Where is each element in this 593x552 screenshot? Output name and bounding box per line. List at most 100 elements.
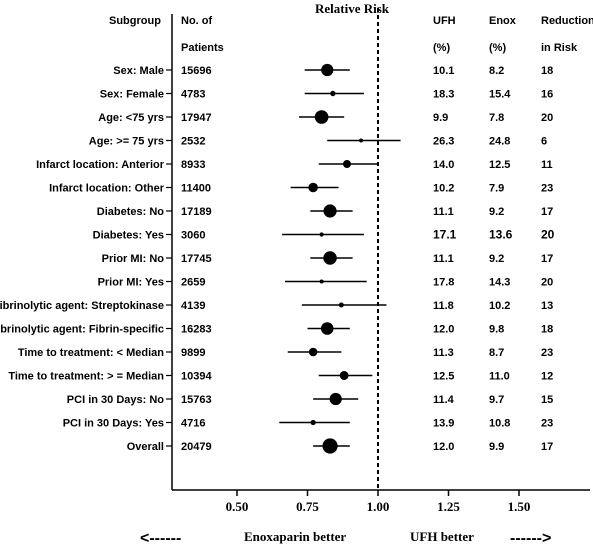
risk-reduction: 11 [541,159,553,171]
ufh-rate: 11.4 [433,394,455,406]
patients-count: 3060 [181,230,205,242]
patients-count: 4139 [181,300,205,312]
patients-count: 4716 [181,418,205,430]
header-subgroup: Subgroup [109,15,161,27]
enox-rate: 8.7 [489,347,504,359]
patients-count: 8933 [181,159,205,171]
enox-rate: 15.4 [489,89,511,101]
rr-point [342,160,351,168]
patients-count: 10394 [181,371,212,383]
subgroup-label: Infarct location: Other [49,183,165,195]
rr-point [314,110,329,124]
subgroup-label: Time to treatment: < Median [18,347,164,359]
rr-point [321,63,334,77]
subgroup-label: Diabetes: Yes [93,230,164,242]
subgroup-label: Age: <75 yrs [98,112,164,124]
ufh-rate: 9.9 [433,112,448,124]
enox-rate: 9.2 [489,253,504,265]
ufh-rate: 10.1 [433,65,454,77]
risk-reduction: 17 [541,441,553,453]
rr-point [320,322,334,335]
patients-count: 2659 [181,277,205,289]
enox-rate: 9.7 [489,394,504,406]
x-tick-label: 1.50 [508,499,531,514]
subgroup-label: Prior MI: Yes [98,277,164,289]
subgroup-label: Sex: Female [100,89,164,101]
forest-row: Time to treatment: < Median 9899 11.3 8.7 23 [18,347,553,359]
ufh-rate: 12.0 [433,441,454,453]
ufh-rate: 11.1 [433,253,454,265]
rr-point [323,204,337,218]
risk-reduction: 23 [541,347,553,359]
risk-reduction: 20 [541,112,553,124]
x-tick-label: 0.50 [226,499,249,514]
header-patients-line2: Patients [181,42,224,54]
enoxaparin-better-label: Enoxaparin better [244,529,346,544]
axis-ticks: 0.50 0.75 1.00 1.25 1.50 [226,490,531,514]
subgroup-label: Diabetes: No [97,206,165,218]
forest-row: Prior MI: No 17745 11.1 9.2 17 [102,251,553,265]
risk-reduction: 13 [541,300,553,312]
enox-rate: 7.9 [489,183,504,195]
forest-row: Prior MI: Yes 2659 17.8 14.3 20 [98,277,554,289]
subgroup-label: Prior MI: No [102,253,165,265]
patients-count: 11400 [181,183,211,195]
subgroup-label: PCI in 30 Days: No [67,394,164,406]
ufh-rate: 26.3 [433,136,454,148]
enox-rate: 9.2 [489,206,504,218]
ufh-rate: 11.8 [433,300,454,312]
risk-reduction: 20 [541,228,555,242]
left-arrow: <------ [140,530,181,547]
patients-count: 9899 [181,347,205,359]
patients-count: 17947 [181,112,212,124]
patients-count: 4783 [181,89,205,101]
rr-point [310,419,316,426]
forest-row: PCI in 30 Days: No 15763 11.4 9.7 15 [67,392,553,406]
enox-rate: 8.2 [489,65,504,77]
enox-rate: 10.8 [489,418,510,430]
subgroup-label: Age: >= 75 yrs [89,136,164,148]
forest-row: Diabetes: Yes 3060 17.1 13.6 20 [93,228,555,242]
risk-reduction: 16 [541,89,553,101]
patients-count: 17745 [181,253,212,265]
rr-point [330,90,336,97]
ufh-rate: 13.9 [433,418,454,430]
subgroup-label: PCI in 30 Days: Yes [63,418,164,430]
header-reduction-line1: Reduction [541,15,593,27]
enox-rate: 9.8 [489,324,504,336]
rr-point [359,138,364,143]
forest-row: Fibrinolytic agent: Streptokinase 4139 11.… [0,300,553,312]
subgroup-label: Sex: Male [113,65,164,77]
rr-point [339,371,349,380]
subgroup-label: Infarct location: Anterior [36,159,165,171]
ufh-rate: 18.3 [433,89,454,101]
ufh-rate: 14.0 [433,159,454,171]
header-enox-line2: (%) [489,42,506,54]
subgroup-label: Fibrinolytic agent: Streptokinase [0,300,164,312]
header-enox-line1: Enox [489,15,517,27]
header-ufh-line1: UFH [433,15,456,27]
subgroup-label: Fibrinolytic agent: Fibrin-specific [0,324,164,336]
rr-point [323,251,337,265]
x-tick-label: 1.00 [367,499,390,514]
rr-point [319,279,324,284]
patients-count: 2532 [181,136,205,148]
patients-count: 20479 [181,441,212,453]
rr-point [329,392,342,406]
forest-row: Diabetes: No 17189 11.1 9.2 17 [97,204,553,218]
enox-rate: 10.2 [489,300,510,312]
enox-rate: 12.5 [489,159,510,171]
chart-title: Relative Risk [315,1,390,16]
enox-rate: 7.8 [489,112,504,124]
forest-row: Age: >= 75 yrs 2532 26.3 24.8 6 [89,136,547,148]
right-arrow: ------> [510,530,551,547]
forest-row: Infarct location: Other 11400 10.2 7.9 23 [49,183,553,195]
risk-reduction: 23 [541,418,553,430]
data-rows: Sex: Male 15696 10.1 8.2 18 Sex: Female 4783 18… [0,63,555,454]
forest-row: Age: <75 yrs 17947 9.9 7.8 20 [98,110,553,124]
risk-reduction: 17 [541,206,553,218]
forest-row: Sex: Female 4783 18.3 15.4 16 [100,89,553,101]
risk-reduction: 12 [541,371,553,383]
risk-reduction: 17 [541,253,553,265]
